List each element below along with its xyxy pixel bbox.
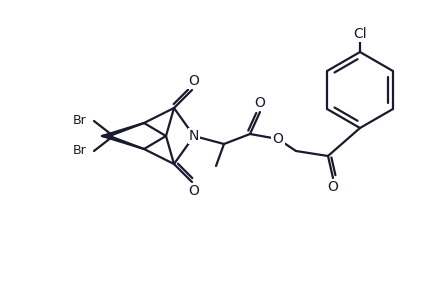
Text: O: O	[189, 184, 200, 198]
Text: Br: Br	[72, 145, 86, 158]
Text: N: N	[189, 129, 199, 143]
Text: O: O	[273, 132, 283, 146]
Text: O: O	[328, 180, 338, 194]
Text: O: O	[255, 96, 265, 110]
Text: Br: Br	[72, 114, 86, 127]
Text: Cl: Cl	[353, 27, 367, 41]
Text: O: O	[189, 74, 200, 88]
